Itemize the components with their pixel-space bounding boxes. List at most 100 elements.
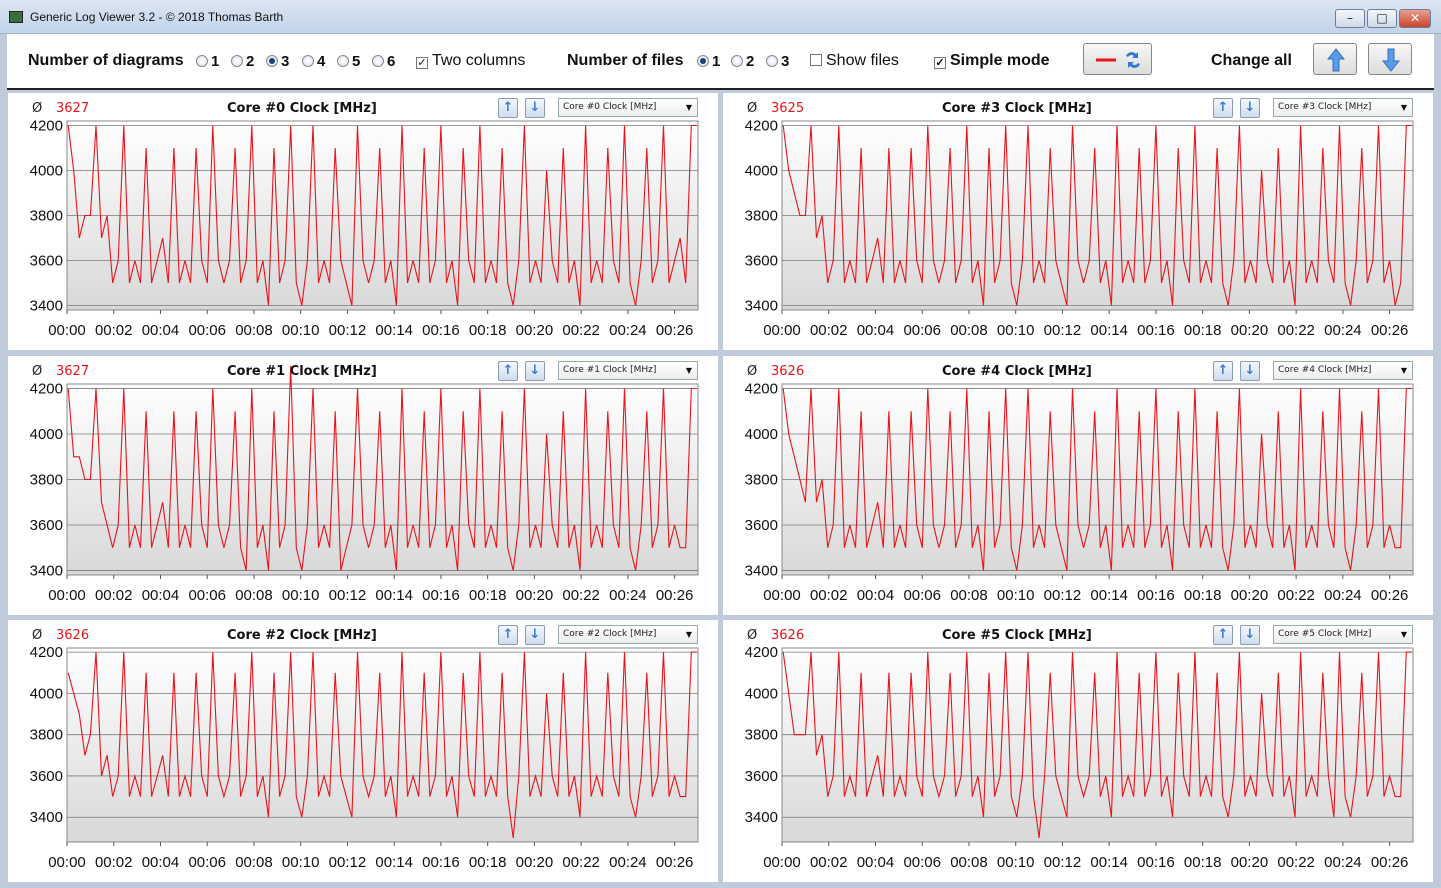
sensor-select[interactable]: Core #1 Clock [MHz] ▼ [558, 361, 698, 380]
move-down-button[interactable]: ↓ [525, 361, 545, 381]
x-tick-label: 00:00 [48, 854, 86, 871]
move-up-button[interactable]: ↑ [1213, 361, 1233, 381]
sensor-select[interactable]: Core #2 Clock [MHz] ▼ [558, 625, 698, 644]
move-up-button[interactable]: ↑ [1213, 98, 1233, 118]
series-line [782, 387, 1412, 571]
y-tick-label: 4200 [30, 118, 63, 135]
move-down-button[interactable]: ↓ [1240, 98, 1260, 118]
y-tick-label: 3400 [745, 298, 778, 315]
move-down-button[interactable]: ↓ [1240, 361, 1260, 381]
two-columns-checkbox[interactable]: ✓ Two columns [416, 52, 526, 69]
diagrams-radio-2[interactable]: 2 [231, 53, 254, 70]
y-tick-label: 3400 [745, 809, 778, 826]
move-up-button[interactable]: ↑ [498, 625, 518, 645]
radio-icon [337, 55, 349, 67]
x-tick-label: 00:12 [1044, 854, 1082, 871]
diagrams-radio-6[interactable]: 6 [372, 53, 395, 70]
x-tick-label: 00:06 [188, 587, 226, 604]
x-tick-label: 00:02 [95, 587, 133, 604]
x-tick-label: 00:08 [950, 587, 988, 604]
move-down-button[interactable]: ↓ [1240, 625, 1260, 645]
close-button[interactable]: ✕ [1399, 9, 1431, 28]
y-tick-label: 3400 [30, 298, 63, 315]
files-label: Number of files [567, 52, 684, 69]
x-tick-label: 00:18 [1184, 587, 1222, 604]
move-up-button[interactable]: ↑ [498, 98, 518, 118]
files-radio-2[interactable]: 2 [731, 53, 754, 70]
line-chart: 3400 3600 3800 4000 4200 00:00 00:02 00:04 00:06… [30, 644, 699, 871]
x-tick-label: 00:20 [516, 322, 554, 339]
x-tick-label: 00:08 [950, 322, 988, 339]
x-tick-label: 00:24 [609, 322, 647, 339]
x-tick-label: 00:14 [375, 322, 413, 339]
radio-selected-icon [697, 55, 709, 67]
x-tick-label: 00:18 [1184, 322, 1222, 339]
diagram-panel: 3400 3600 3800 4000 4200 00:00 00:02 00:04 00:06… [723, 620, 1433, 882]
x-tick-label: 00:14 [375, 854, 413, 871]
move-up-button[interactable]: ↑ [1213, 625, 1233, 645]
minimize-button[interactable]: – [1335, 9, 1365, 28]
x-tick-label: 00:18 [1184, 854, 1222, 871]
series-line [67, 651, 697, 838]
arrow-up-icon: ↑ [502, 100, 514, 115]
diagram-title: Core #2 Clock [MHz] [227, 628, 377, 643]
dropdown-arrow-icon: ▼ [1400, 366, 1407, 375]
y-tick-label: 3600 [745, 253, 778, 270]
sensor-select[interactable]: Core #3 Clock [MHz] ▼ [1273, 98, 1413, 117]
move-down-all-button[interactable] [1368, 43, 1412, 75]
average-value: 3626 [771, 364, 805, 379]
diagrams-radio-3[interactable]: 3 [266, 53, 289, 70]
line-chart: 3400 3600 3800 4000 4200 00:00 00:02 00:04 00:06… [30, 118, 699, 339]
x-tick-label: 00:20 [516, 854, 554, 871]
x-tick-label: 00:22 [1277, 587, 1315, 604]
x-tick-label: 00:02 [810, 854, 848, 871]
y-tick-label: 3800 [30, 472, 63, 489]
x-tick-label: 00:08 [950, 854, 988, 871]
files-radio-1[interactable]: 1 [697, 53, 720, 70]
x-tick-label: 00:22 [562, 587, 600, 604]
y-tick-label: 4200 [745, 118, 778, 135]
average-value: 3626 [771, 628, 805, 643]
diagrams-radio-4[interactable]: 4 [302, 53, 325, 70]
radio-icon [372, 55, 384, 67]
arrow-down-icon: ↓ [529, 627, 541, 642]
diagrams-radio-1[interactable]: 1 [196, 53, 219, 70]
x-tick-label: 00:06 [903, 587, 941, 604]
move-down-button[interactable]: ↓ [525, 98, 545, 118]
sensor-select[interactable]: Core #5 Clock [MHz] ▼ [1273, 625, 1413, 644]
x-tick-label: 00:26 [1371, 587, 1409, 604]
radio-icon [731, 55, 743, 67]
x-tick-label: 00:00 [48, 322, 86, 339]
diagram-title: Core #3 Clock [MHz] [942, 101, 1092, 116]
x-tick-label: 00:20 [1231, 587, 1269, 604]
arrow-down-icon: ↓ [1244, 100, 1256, 115]
x-tick-label: 00:00 [763, 322, 801, 339]
series-line [67, 365, 697, 571]
x-tick-label: 00:16 [422, 587, 460, 604]
move-up-all-button[interactable] [1313, 43, 1357, 75]
x-tick-label: 00:06 [188, 854, 226, 871]
arrow-up-icon [1326, 48, 1346, 72]
x-tick-label: 00:20 [1231, 322, 1269, 339]
move-up-button[interactable]: ↑ [498, 361, 518, 381]
x-tick-label: 00:18 [469, 322, 507, 339]
diagrams-radio-5[interactable]: 5 [337, 53, 360, 70]
move-down-button[interactable]: ↓ [525, 625, 545, 645]
average-value: 3627 [56, 101, 90, 116]
simple-mode-checkbox[interactable]: ✓ Simple mode [934, 52, 1050, 69]
average-symbol: Ø [747, 364, 758, 379]
sensor-select[interactable]: Core #4 Clock [MHz] ▼ [1273, 361, 1413, 380]
swap-color-button[interactable] [1083, 43, 1152, 75]
sensor-select[interactable]: Core #0 Clock [MHz] ▼ [558, 98, 698, 117]
x-tick-label: 00:14 [1090, 854, 1128, 871]
show-files-checkbox[interactable]: Show files [810, 52, 899, 70]
x-tick-label: 00:06 [903, 854, 941, 871]
files-radio-3[interactable]: 3 [766, 53, 789, 70]
x-tick-label: 00:04 [142, 587, 180, 604]
maximize-button[interactable]: □ [1367, 9, 1397, 28]
checkbox-icon [810, 54, 822, 66]
x-tick-label: 00:10 [997, 854, 1035, 871]
y-tick-label: 4000 [30, 163, 63, 180]
x-tick-label: 00:12 [329, 322, 367, 339]
x-tick-label: 00:02 [810, 322, 848, 339]
